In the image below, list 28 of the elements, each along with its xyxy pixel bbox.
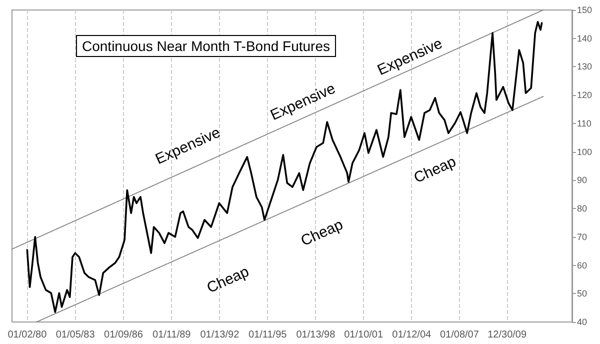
x-tick-label: 01/12/04 (392, 330, 432, 340)
y-tick-label: 40 (577, 317, 588, 327)
y-tick-label: 90 (577, 175, 588, 186)
y-tick-label: 100 (577, 146, 592, 157)
x-tick-label: 01/02/80 (8, 330, 48, 340)
text: Continuous Near Month T-Bond Futures (82, 38, 330, 54)
y-tick-label: 50 (577, 288, 588, 299)
annotation: Cheap (411, 153, 459, 187)
x-tick-label: 01/11/95 (248, 330, 288, 340)
x-tick-label: 01/13/98 (296, 330, 336, 340)
y-tick-label: 140 (577, 33, 592, 44)
y-tick-label: 130 (577, 62, 592, 72)
y-tick-label: 110 (577, 118, 592, 128)
x-tick-label: 01/11/89 (152, 330, 192, 340)
x-tick-label: 01/10/01 (344, 330, 384, 340)
y-tick-label: 120 (577, 90, 592, 100)
y-tick-label: 80 (577, 204, 588, 214)
y-tick-label: 70 (577, 232, 588, 242)
annotation: Cheap (204, 263, 252, 297)
annotation: Cheap (298, 216, 346, 250)
x-tick-label: 01/13/92 (200, 330, 240, 340)
x-tick-label: 12/30/09 (488, 330, 527, 340)
line-series (26, 21, 543, 313)
x-tick-label: 01/05/83 (56, 330, 96, 340)
x-tick-label: 01/08/07 (440, 330, 480, 340)
y-tick-label: 150 (577, 5, 592, 15)
x-tick-label: 01/09/86 (104, 330, 144, 340)
y-tick-label: 60 (577, 260, 588, 270)
